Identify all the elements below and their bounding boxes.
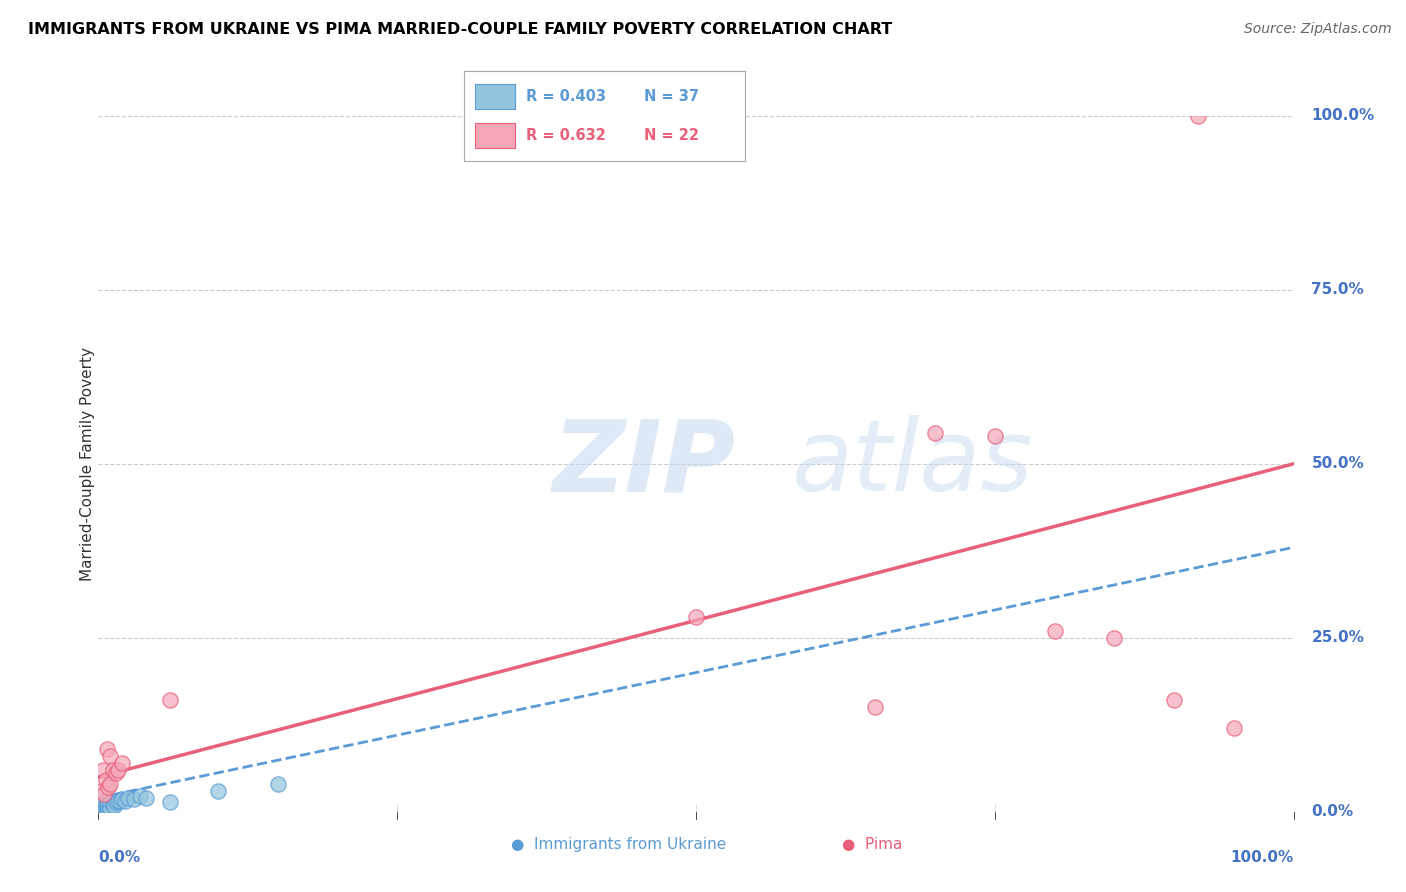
Text: 50.0%: 50.0% xyxy=(1312,457,1364,471)
Point xyxy=(101,797,124,812)
Text: N = 37: N = 37 xyxy=(644,89,699,103)
Point xyxy=(267,777,290,791)
Point xyxy=(97,802,120,816)
Point xyxy=(107,763,129,777)
Text: 25.0%: 25.0% xyxy=(1312,631,1364,645)
Point xyxy=(96,799,118,814)
Point xyxy=(91,797,114,811)
Point xyxy=(111,756,134,770)
Point xyxy=(685,610,707,624)
Point xyxy=(90,801,112,815)
Point xyxy=(159,693,181,707)
Point xyxy=(863,700,886,714)
Point xyxy=(98,803,121,817)
Text: atlas: atlas xyxy=(792,416,1033,512)
Point xyxy=(94,797,117,812)
Text: 75.0%: 75.0% xyxy=(1312,283,1364,297)
Text: 0.0%: 0.0% xyxy=(98,850,141,865)
Text: R = 0.632: R = 0.632 xyxy=(526,128,606,143)
Text: ●  Pima: ● Pima xyxy=(842,837,901,852)
Point xyxy=(93,788,115,801)
Point xyxy=(98,777,122,791)
Point xyxy=(1187,109,1209,123)
Point xyxy=(89,803,111,817)
Point xyxy=(91,799,114,814)
Point xyxy=(159,795,181,809)
Text: 100.0%: 100.0% xyxy=(1312,109,1375,123)
Point xyxy=(98,794,122,808)
Point xyxy=(105,766,128,780)
Point xyxy=(93,800,115,814)
Point xyxy=(90,784,112,798)
Text: 100.0%: 100.0% xyxy=(1230,850,1294,865)
Point xyxy=(93,803,115,817)
Point xyxy=(983,429,1005,443)
Point xyxy=(135,790,157,805)
Point xyxy=(90,803,112,817)
Text: 0.0%: 0.0% xyxy=(1312,805,1354,819)
Point xyxy=(96,742,118,756)
Point xyxy=(114,794,136,808)
Point xyxy=(91,802,114,816)
Point xyxy=(89,802,111,816)
Point xyxy=(101,763,124,777)
FancyBboxPatch shape xyxy=(475,84,515,109)
Point xyxy=(96,803,118,817)
Point xyxy=(117,790,139,805)
Text: ZIP: ZIP xyxy=(553,416,735,512)
Point xyxy=(93,794,115,808)
Point xyxy=(105,795,128,809)
Text: Source: ZipAtlas.com: Source: ZipAtlas.com xyxy=(1244,22,1392,37)
Point xyxy=(1222,721,1246,735)
Text: ●  Immigrants from Ukraine: ● Immigrants from Ukraine xyxy=(510,837,727,852)
Text: IMMIGRANTS FROM UKRAINE VS PIMA MARRIED-COUPLE FAMILY POVERTY CORRELATION CHART: IMMIGRANTS FROM UKRAINE VS PIMA MARRIED-… xyxy=(28,22,893,37)
Point xyxy=(94,773,117,788)
Point xyxy=(107,794,129,808)
Point xyxy=(98,749,122,764)
Point xyxy=(124,792,146,806)
Point xyxy=(97,780,120,795)
Point xyxy=(1102,631,1125,645)
Point xyxy=(91,803,114,817)
Point xyxy=(98,800,122,814)
Point xyxy=(1043,624,1066,638)
FancyBboxPatch shape xyxy=(475,123,515,148)
Point xyxy=(111,792,134,806)
Point xyxy=(129,789,152,804)
Text: N = 22: N = 22 xyxy=(644,128,699,143)
Y-axis label: Married-Couple Family Poverty: Married-Couple Family Poverty xyxy=(80,347,94,581)
Text: R = 0.403: R = 0.403 xyxy=(526,89,606,103)
Point xyxy=(207,784,229,798)
Point xyxy=(90,799,112,814)
Point xyxy=(103,799,125,814)
Point xyxy=(94,801,117,815)
Point xyxy=(924,425,946,440)
Point xyxy=(91,797,114,812)
Point xyxy=(97,795,120,809)
Point xyxy=(1163,693,1185,707)
Point xyxy=(108,794,131,808)
Point xyxy=(91,763,114,777)
Point xyxy=(91,800,114,814)
